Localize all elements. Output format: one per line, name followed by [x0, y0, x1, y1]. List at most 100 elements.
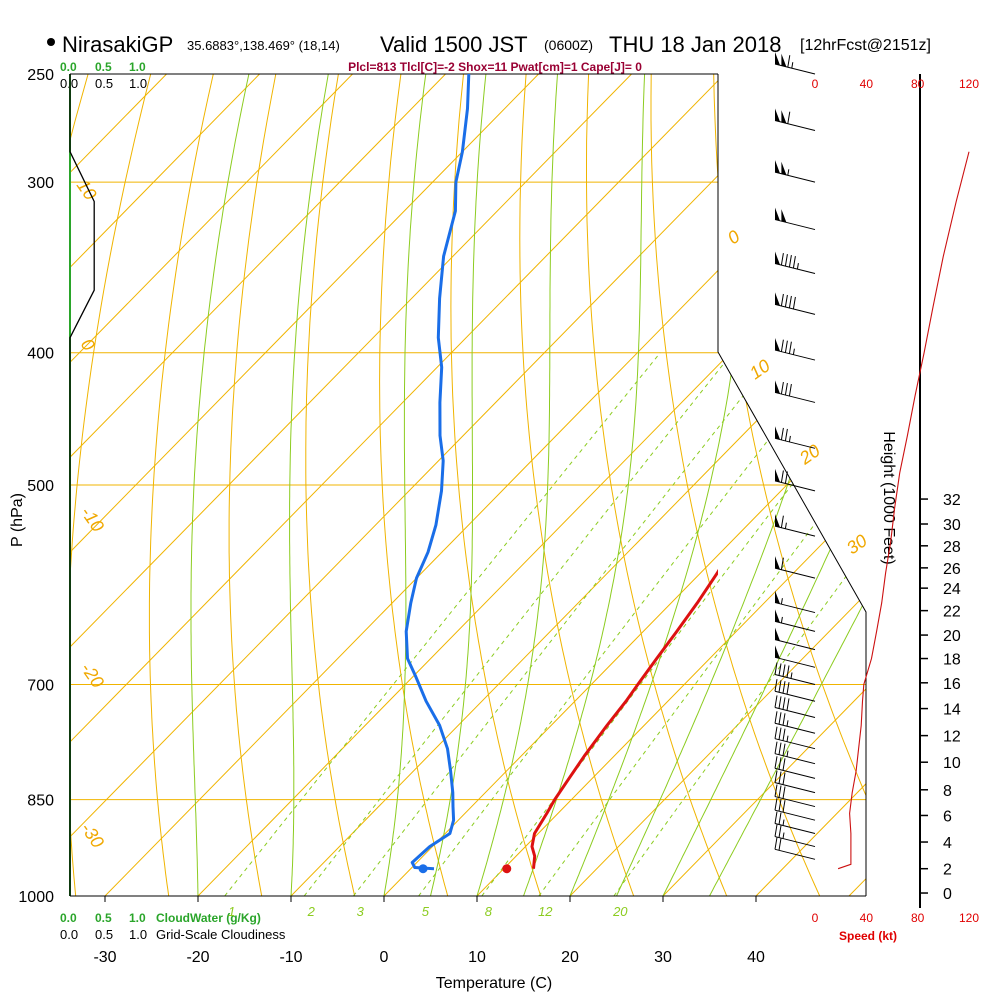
right-boundary-line — [717, 74, 867, 896]
wind-barb-pennant — [781, 209, 787, 223]
wind-barb-shaft — [774, 738, 816, 750]
wind-barb-pennant — [775, 292, 780, 306]
wind-barb-shaft — [774, 809, 816, 821]
wind-barb-flag — [788, 295, 792, 309]
wind-barb-pennant — [775, 468, 780, 483]
wind-barb-pennant — [775, 627, 780, 641]
wind-barb-flag — [786, 665, 790, 678]
speed-tick-label: 120 — [959, 77, 979, 91]
speed-tick-label: 80 — [911, 911, 925, 925]
wind-barb-flag — [782, 832, 785, 839]
wind-barb-flag — [786, 735, 789, 742]
wind-barb-flag — [774, 798, 778, 811]
wind-barb-flag — [774, 784, 778, 797]
moist-adiabat — [190, 74, 250, 896]
height-tick-label: 14 — [943, 702, 961, 719]
mixing-ratio-line — [303, 352, 733, 896]
wind-barb-flag — [787, 169, 790, 176]
dry-adiabat-label: 30 — [843, 530, 871, 558]
wind-barb-shaft — [774, 349, 816, 361]
wind-barb-flag — [780, 557, 784, 570]
wind-barb-flag — [774, 770, 778, 783]
dry-adiabat — [305, 74, 356, 896]
wind-barb-flag — [784, 382, 788, 396]
wind-barb-shaft — [774, 823, 816, 835]
temperature-axis: -30 -20 -10 0 10 20 30 40 — [93, 896, 765, 966]
wind-barb-shaft — [774, 120, 816, 131]
wind-barb-flag — [782, 728, 786, 741]
wind-barb — [774, 52, 816, 75]
speed-tick-label: 0 — [812, 77, 819, 91]
station-coords: 35.6883°,138.469° (18,14) — [187, 38, 340, 53]
forecast-info: [12hrFcst@2151z] — [800, 37, 931, 54]
mixing-ratio-line — [418, 352, 837, 896]
wind-barb — [774, 627, 816, 651]
isotherm — [197, 74, 866, 896]
isotherm — [476, 74, 866, 896]
mixing-ratio-label: 8 — [485, 904, 493, 919]
stability-indices: Plcl=813 Tlcl[C]=-2 Shox=11 Pwat[cm]=1 C… — [348, 60, 642, 74]
wind-barb-pennant — [781, 53, 787, 67]
station-name: NirasakiGP — [62, 32, 173, 57]
wind-barb — [774, 756, 816, 779]
wind-barb — [774, 784, 816, 808]
wind-barb-pennant — [781, 110, 787, 124]
dry-adiabat — [70, 74, 152, 896]
wind-barb-shaft — [774, 639, 816, 651]
wind-barb — [774, 824, 816, 848]
wind-barb-flag — [788, 435, 791, 442]
height-tick-label: 18 — [943, 652, 961, 669]
wind-barb-flag — [790, 672, 793, 679]
pressure-axis: 250 300 400 500 700 850 1000 — [18, 67, 54, 906]
wind-barb — [774, 679, 816, 702]
moist-adiabat — [523, 74, 646, 896]
x-axis-label: Temperature (C) — [436, 975, 552, 992]
mixing-ratio-label: 20 — [612, 904, 628, 919]
height-tick-label: 2 — [943, 862, 952, 879]
wind-barb-flag — [780, 293, 784, 307]
wind-barb-flag — [774, 741, 778, 754]
wind-barb-flag — [778, 771, 782, 784]
wind-barb-flag — [786, 720, 789, 727]
wind-barb-flag — [780, 598, 783, 605]
isotherm — [383, 74, 866, 896]
wind-barb — [774, 811, 816, 835]
dewpoint-line — [404, 74, 471, 871]
temperature-tick-label: -20 — [186, 949, 209, 966]
wind-barb — [774, 770, 816, 794]
speed-tick-label: 0 — [812, 911, 819, 925]
wind-barb-flag — [778, 838, 782, 851]
mixing-ratio-label: 1 — [228, 904, 235, 919]
isotherm — [290, 74, 866, 896]
wind-barb-pennant — [775, 514, 780, 528]
moist-adiabat — [709, 74, 866, 896]
wind-barb-shaft — [774, 767, 816, 779]
wind-barb-flag — [788, 383, 792, 397]
wind-barb-shaft — [774, 63, 816, 75]
speed-scale-bottom: 0 40 80 120 — [812, 911, 980, 925]
scale-tick: 0.5 — [95, 60, 112, 74]
height-tick-label: 16 — [943, 676, 961, 693]
temperature-tick-label: 0 — [380, 949, 389, 966]
wind-barb-shaft — [774, 848, 816, 860]
dry-adiabat — [650, 74, 821, 896]
wind-barb-shaft — [774, 753, 816, 765]
isotherm — [848, 74, 866, 896]
wind-barb-shaft — [774, 303, 816, 315]
isotherm — [569, 74, 866, 896]
wind-barb-flag — [782, 743, 786, 756]
wind-barb-flag — [780, 616, 783, 624]
wind-barb-pennant — [775, 251, 780, 265]
wind-barb-shaft — [774, 782, 816, 794]
mixing-ratio-line — [224, 352, 661, 896]
wind-barb-flag — [778, 757, 782, 770]
isotherm — [70, 74, 353, 896]
wind-barb-flag — [786, 698, 790, 711]
wind-barb-flag — [774, 711, 778, 724]
cloudwater-label: CloudWater (g/Kg) — [156, 911, 261, 925]
surface-dewpoint-dot — [418, 864, 428, 874]
wind-barb-pennant — [775, 645, 780, 659]
wind-barb-flag — [780, 339, 784, 352]
height-tick-label: 12 — [943, 729, 961, 746]
wind-barb-flag — [788, 255, 792, 268]
